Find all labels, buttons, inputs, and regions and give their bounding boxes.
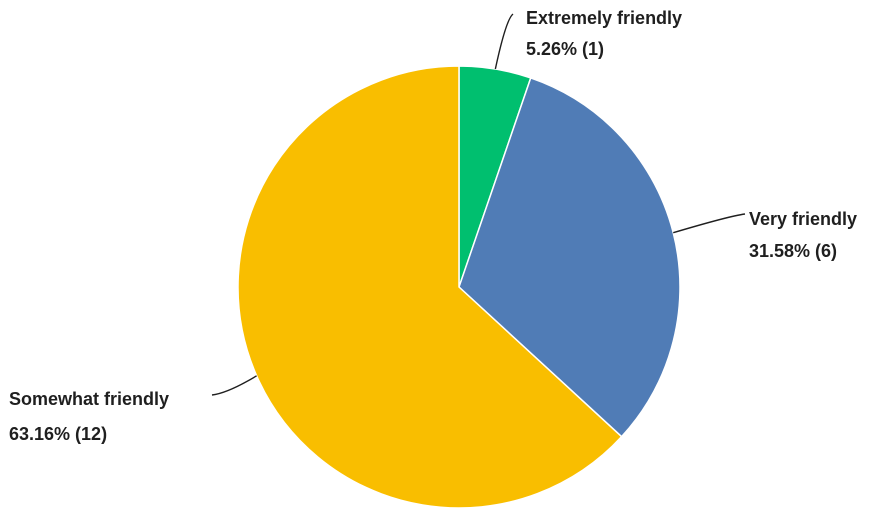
slice-percent-label: 31.58% (6): [749, 241, 837, 261]
leader-line: [211, 375, 257, 396]
slice-name-label: Extremely friendly: [526, 8, 682, 28]
slice-percent-label: 5.26% (1): [526, 39, 604, 59]
leader-line: [673, 213, 746, 234]
slice-name-label: Very friendly: [749, 209, 857, 229]
slice-percent-label: 63.16% (12): [9, 424, 107, 444]
pie-slice-somewhat-friendly: [237, 65, 623, 509]
slice-label-extremely-friendly: Extremely friendly 5.26% (1): [526, 8, 682, 59]
pie-slices: [237, 65, 681, 509]
leader-lines: [211, 13, 746, 396]
leader-line: [494, 13, 514, 70]
slice-name-label: Somewhat friendly: [9, 389, 169, 409]
slice-label-somewhat-friendly: Somewhat friendly 63.16% (12): [9, 389, 169, 444]
slice-label-very-friendly: Very friendly 31.58% (6): [749, 209, 857, 261]
